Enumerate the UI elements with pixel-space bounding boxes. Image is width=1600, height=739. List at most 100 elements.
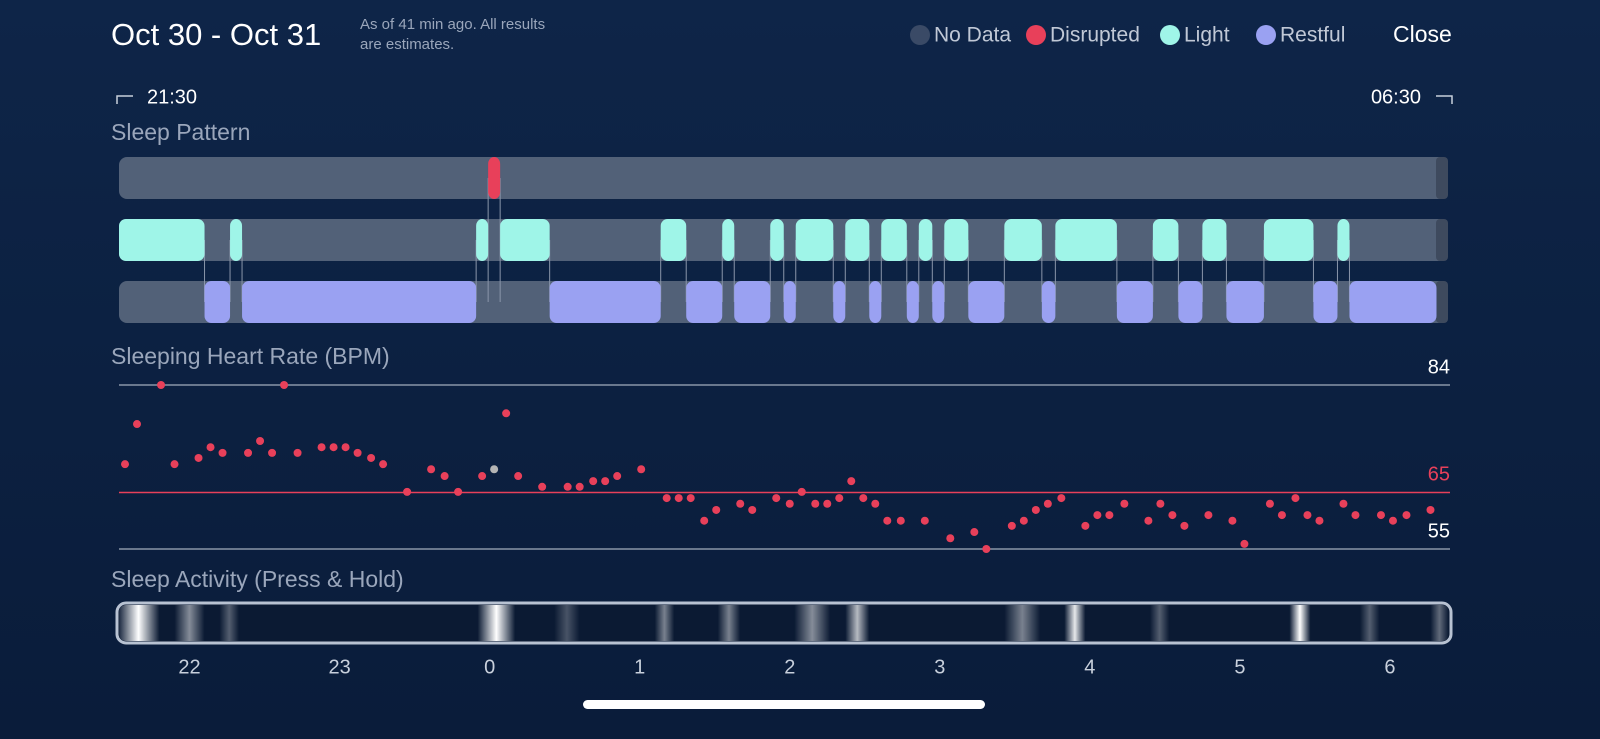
x-tick-label: 22 [178,656,200,678]
activity-strip[interactable] [115,601,1453,645]
heart-rate-point [859,494,868,503]
heart-rate-point [797,487,806,496]
x-tick-label: 23 [328,656,350,678]
activity-peak [1004,605,1041,641]
sleep-segment [488,157,501,199]
sleep-segment [1116,281,1153,323]
track-end [1436,281,1448,323]
heart-rate-point [440,472,449,481]
heart-rate-point [244,448,253,457]
x-tick-label: 1 [634,656,645,678]
heart-rate-point [1351,511,1360,520]
heart-rate-point [157,381,166,389]
note: are estimates. [360,36,454,53]
sleep-segment [1349,281,1437,323]
heart-rate-point [194,453,203,462]
heart-rate-point [1277,511,1286,520]
y-tick-label: 55 [1428,520,1450,542]
heart-rate-point [367,453,376,462]
heart-rate-point [218,448,227,457]
sleep-segment [242,281,477,323]
sleep-segment [845,219,870,261]
heart-rate-point [1043,499,1052,508]
activity-peak [1359,605,1380,641]
heart-rate-point [563,482,572,491]
heart-rate-point [575,482,584,491]
heart-rate-point [280,381,289,389]
sleep-segment [119,219,205,261]
heart-rate-point [970,528,979,537]
x-tick-label: 3 [934,656,945,678]
heart-rate-point [946,534,955,543]
sleep-segment [204,281,231,323]
heart-rate-point [748,505,757,514]
sleep-segment [932,281,945,323]
sleep-segment [770,219,784,261]
sleep-segment [918,219,933,261]
sleep-segment [1337,219,1350,261]
heart-rate-point [1265,499,1274,508]
sleep-segment [968,281,1005,323]
heart-rate-point [1057,494,1066,503]
heart-rate-point [353,448,362,457]
sleep-segment [1055,219,1117,261]
sleep-segment [1004,219,1042,261]
activity-peak [654,605,675,641]
close-button[interactable]: Close [1393,21,1452,47]
heart-rate-point [1019,516,1028,525]
sleep-segment [869,281,882,323]
sleep-segment [833,281,846,323]
sleep-segment [1152,219,1179,261]
heart-rate-point [712,505,721,514]
heart-rate-point [686,494,695,503]
heart-rate-point [1376,511,1385,520]
y-tick-label: 84 [1428,356,1450,378]
activity-peak [1430,605,1449,641]
activity-peak [794,605,831,641]
activity-peak [1149,605,1170,641]
activity-peak [1064,605,1086,641]
track [119,157,1448,199]
activity-peaks [119,605,1449,641]
legend-label: No Data [934,24,1011,47]
sleep-segment [734,281,771,323]
heart-rate-point [1144,516,1153,525]
heart-rate-point [1291,494,1300,503]
heart-rate-point [317,443,326,452]
heart-rate-point [1156,499,1165,508]
average-label: 65 [1428,464,1450,486]
track-end [1436,219,1448,261]
title: Oct 30 - Oct 31 [111,17,321,52]
heart-rate-point [1315,516,1324,525]
x-tick-label: 6 [1384,656,1395,678]
sleep-segment [686,281,723,323]
heart-rate-point [454,487,463,496]
start-time: 21:30 [147,86,197,108]
sleep-segment [1178,281,1203,323]
heart-rate-point [1402,511,1411,520]
activity-peak [845,605,870,641]
heart-rate-point [1339,499,1348,508]
heart-rate-point [896,516,905,525]
sleep-segment [476,219,489,261]
sleep-segment [230,219,243,261]
sleep-segment [500,219,550,261]
legend-swatch [1160,25,1180,45]
heart-rate-point [121,460,130,469]
heart-rate-point [811,499,820,508]
activity-peak [477,605,516,641]
heart-rate-point [785,499,794,508]
end-time: 06:30 [1371,86,1421,108]
sleep-segment [549,281,661,323]
heart-rate-point [268,448,277,457]
heart-rate-point [1204,511,1213,520]
legend-swatch [910,25,930,45]
legend-label: Restful [1280,24,1345,47]
heart-rate-point [613,472,622,481]
home-indicator [583,700,985,709]
sleep-segment [906,281,919,323]
heart-rate-point [1105,511,1114,520]
heart-rate-point [662,494,671,503]
heart-rate-point [133,420,142,429]
sleep-segment [1202,219,1227,261]
